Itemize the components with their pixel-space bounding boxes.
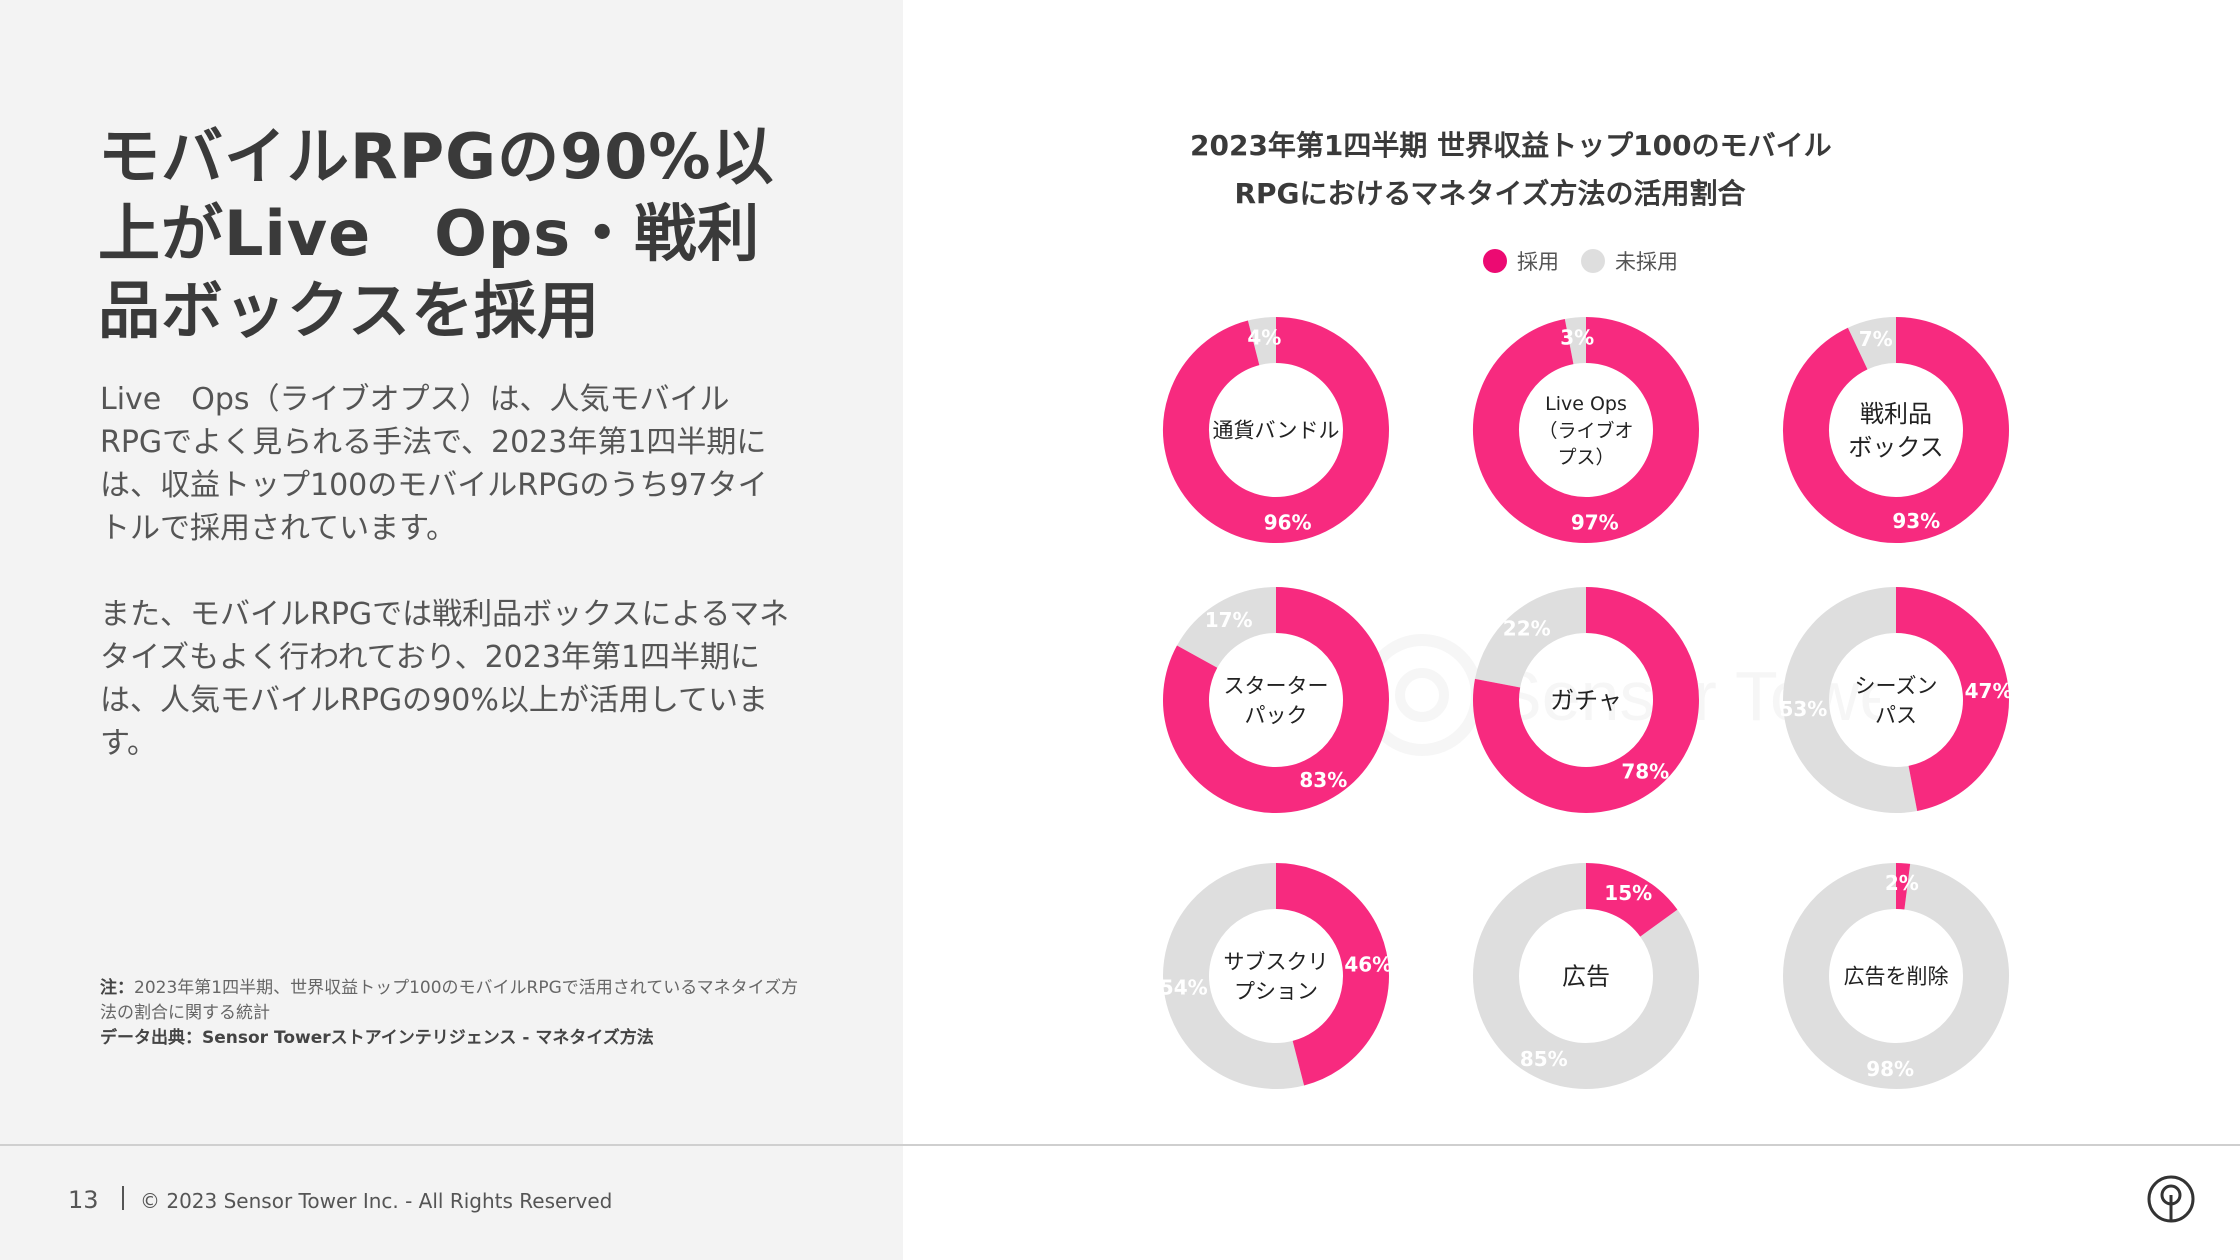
donut-7-not-adopted-slice [1163,863,1305,1089]
donut-8: 広告 15% 85% [1473,863,1699,1089]
donut-4-adopted-slice [1163,587,1389,813]
donut-2-label: Live Ops （ライブオプス） [1538,393,1633,468]
donut-5-label: ガチャ [1550,687,1622,715]
donut-1-adopted-slice [1163,317,1389,543]
watermark-logo-inner [1395,668,1449,722]
note-label: 注： [100,978,134,998]
data-source: データ出典：Sensor Towerストアインテリジェンス - マネタイズ方法 [100,1028,654,1048]
donut-6: シーズンパス 47% 53% [1779,587,2013,813]
donut-3-label: 戦利品ボックス [1848,400,1943,462]
donut-6-adopted-value: 47% [1965,679,2013,703]
donut-7-not-adopted-value: 54% [1160,976,1208,1000]
donut-8-label: 広告 [1562,963,1610,991]
chart-title-line-2: RPGにおけるマネタイズ方法の活用割合 [1234,177,1746,210]
donut-7: サブスクリプション 46% 54% [1160,863,1392,1089]
left-panel [0,0,903,1260]
donut-5: ガチャ 78% 22% [1473,587,1699,813]
donut-1-not-adopted-slice [1247,317,1277,366]
donut-7-adopted-slice [1275,863,1389,1086]
donut-6-not-adopted-slice [1783,587,1918,813]
donut-4-adopted-value: 83% [1299,768,1347,792]
donut-8-not-adopted-slice [1473,863,1699,1089]
donut-4: スターターパック 83% 17% [1163,587,1389,813]
legend-item-not-adopted: 未採用 [1581,246,1678,276]
donut-3-adopted-value: 93% [1892,509,1940,533]
donut-4-not-adopted-value: 17% [1205,608,1253,632]
donut-9: 広告を削除 2% 98% [1783,863,2009,1089]
legend-swatch-not-adopted [1581,249,1605,273]
chart-legend: 採用 未採用 [1483,244,1700,278]
legend-item-adopted: 採用 [1483,246,1559,276]
body-text: Live Ops（ライブオプス）は、人気モバイルRPGでよく見られる手法で、20… [100,378,790,808]
donut-3-adopted-slice [1783,317,2009,543]
donut-7-label: サブスクリプション [1224,950,1329,1003]
page-number: 13 [68,1186,99,1214]
donut-5-adopted-value: 78% [1621,760,1669,784]
donut-2-adopted-value: 97% [1571,511,1619,535]
donut-6-label: シーズンパス [1855,674,1938,727]
donut-1-adopted-value: 96% [1264,510,1312,534]
chart-title: 2023年第1四半期 世界収益トップ100のモバイル RPGにおけるマネタイズ方… [1190,122,1832,218]
donut-9-adopted-slice [1895,863,1911,910]
footer-divider [0,1144,2240,1146]
donut-3: 戦利品ボックス 93% 7% [1783,317,2009,543]
donut-9-label: 広告を削除 [1844,965,1949,989]
copyright: © 2023 Sensor Tower Inc. - All Rights Re… [140,1189,613,1213]
donut-8-not-adopted-value: 85% [1520,1047,1568,1071]
body-paragraph-2: また、モバイルRPGでは戦利品ボックスによるマネタイズもよく行われており、202… [100,597,790,761]
donut-8-adopted-slice [1585,863,1678,938]
donut-2: Live Ops （ライブオプス） 97% 3% [1473,317,1699,543]
donut-3-not-adopted-value: 7% [1859,327,1893,351]
donut-7-adopted-value: 46% [1344,952,1392,976]
donut-5-not-adopted-slice [1475,587,1587,689]
donut-9-not-adopted-value: 98% [1866,1057,1914,1081]
donut-2-not-adopted-value: 3% [1560,325,1594,349]
donut-1: 通貨バンドル 96% 4% [1163,317,1389,543]
donut-2-adopted-slice [1473,317,1699,543]
donut-5-adopted-slice [1473,587,1699,813]
donut-8-adopted-value: 15% [1604,881,1652,905]
donut-2-not-adopted-slice [1564,317,1587,365]
notes: 注：2023年第1四半期、世界収益トップ100のモバイルRPGで活用されているマ… [100,976,800,1051]
donut-4-not-adopted-slice [1176,587,1277,669]
donut-1-label: 通貨バンドル [1212,419,1339,443]
page-title: モバイルRPGの90%以上がLive Ops・戦利品ボックスを採用 [98,120,775,347]
donut-3-not-adopted-slice [1847,317,1897,370]
legend-label-adopted: 採用 [1517,250,1559,274]
donut-5-not-adopted-value: 22% [1503,616,1551,640]
chart-title-line-1: 2023年第1四半期 世界収益トップ100のモバイル [1190,129,1832,162]
donut-4-label: スターターパック [1224,674,1329,727]
donut-6-adopted-slice [1895,587,2009,811]
body-paragraph-1: Live Ops（ライブオプス）は、人気モバイルRPGでよく見られる手法で、20… [100,382,768,546]
donut-9-adopted-value: 2% [1885,871,1919,895]
note-text: 2023年第1四半期、世界収益トップ100のモバイルRPGで活用されているマネタ… [100,978,799,1023]
legend-swatch-adopted [1483,249,1507,273]
sensor-tower-logo-icon [2147,1175,2195,1223]
legend-label-not-adopted: 未採用 [1615,250,1678,274]
donut-6-not-adopted-value: 53% [1779,697,1827,721]
footer-separator [122,1186,124,1210]
donut-1-not-adopted-value: 4% [1247,326,1281,350]
note-line: 注：2023年第1四半期、世界収益トップ100のモバイルRPGで活用されているマ… [100,976,800,1026]
donut-9-not-adopted-slice [1783,863,2009,1089]
